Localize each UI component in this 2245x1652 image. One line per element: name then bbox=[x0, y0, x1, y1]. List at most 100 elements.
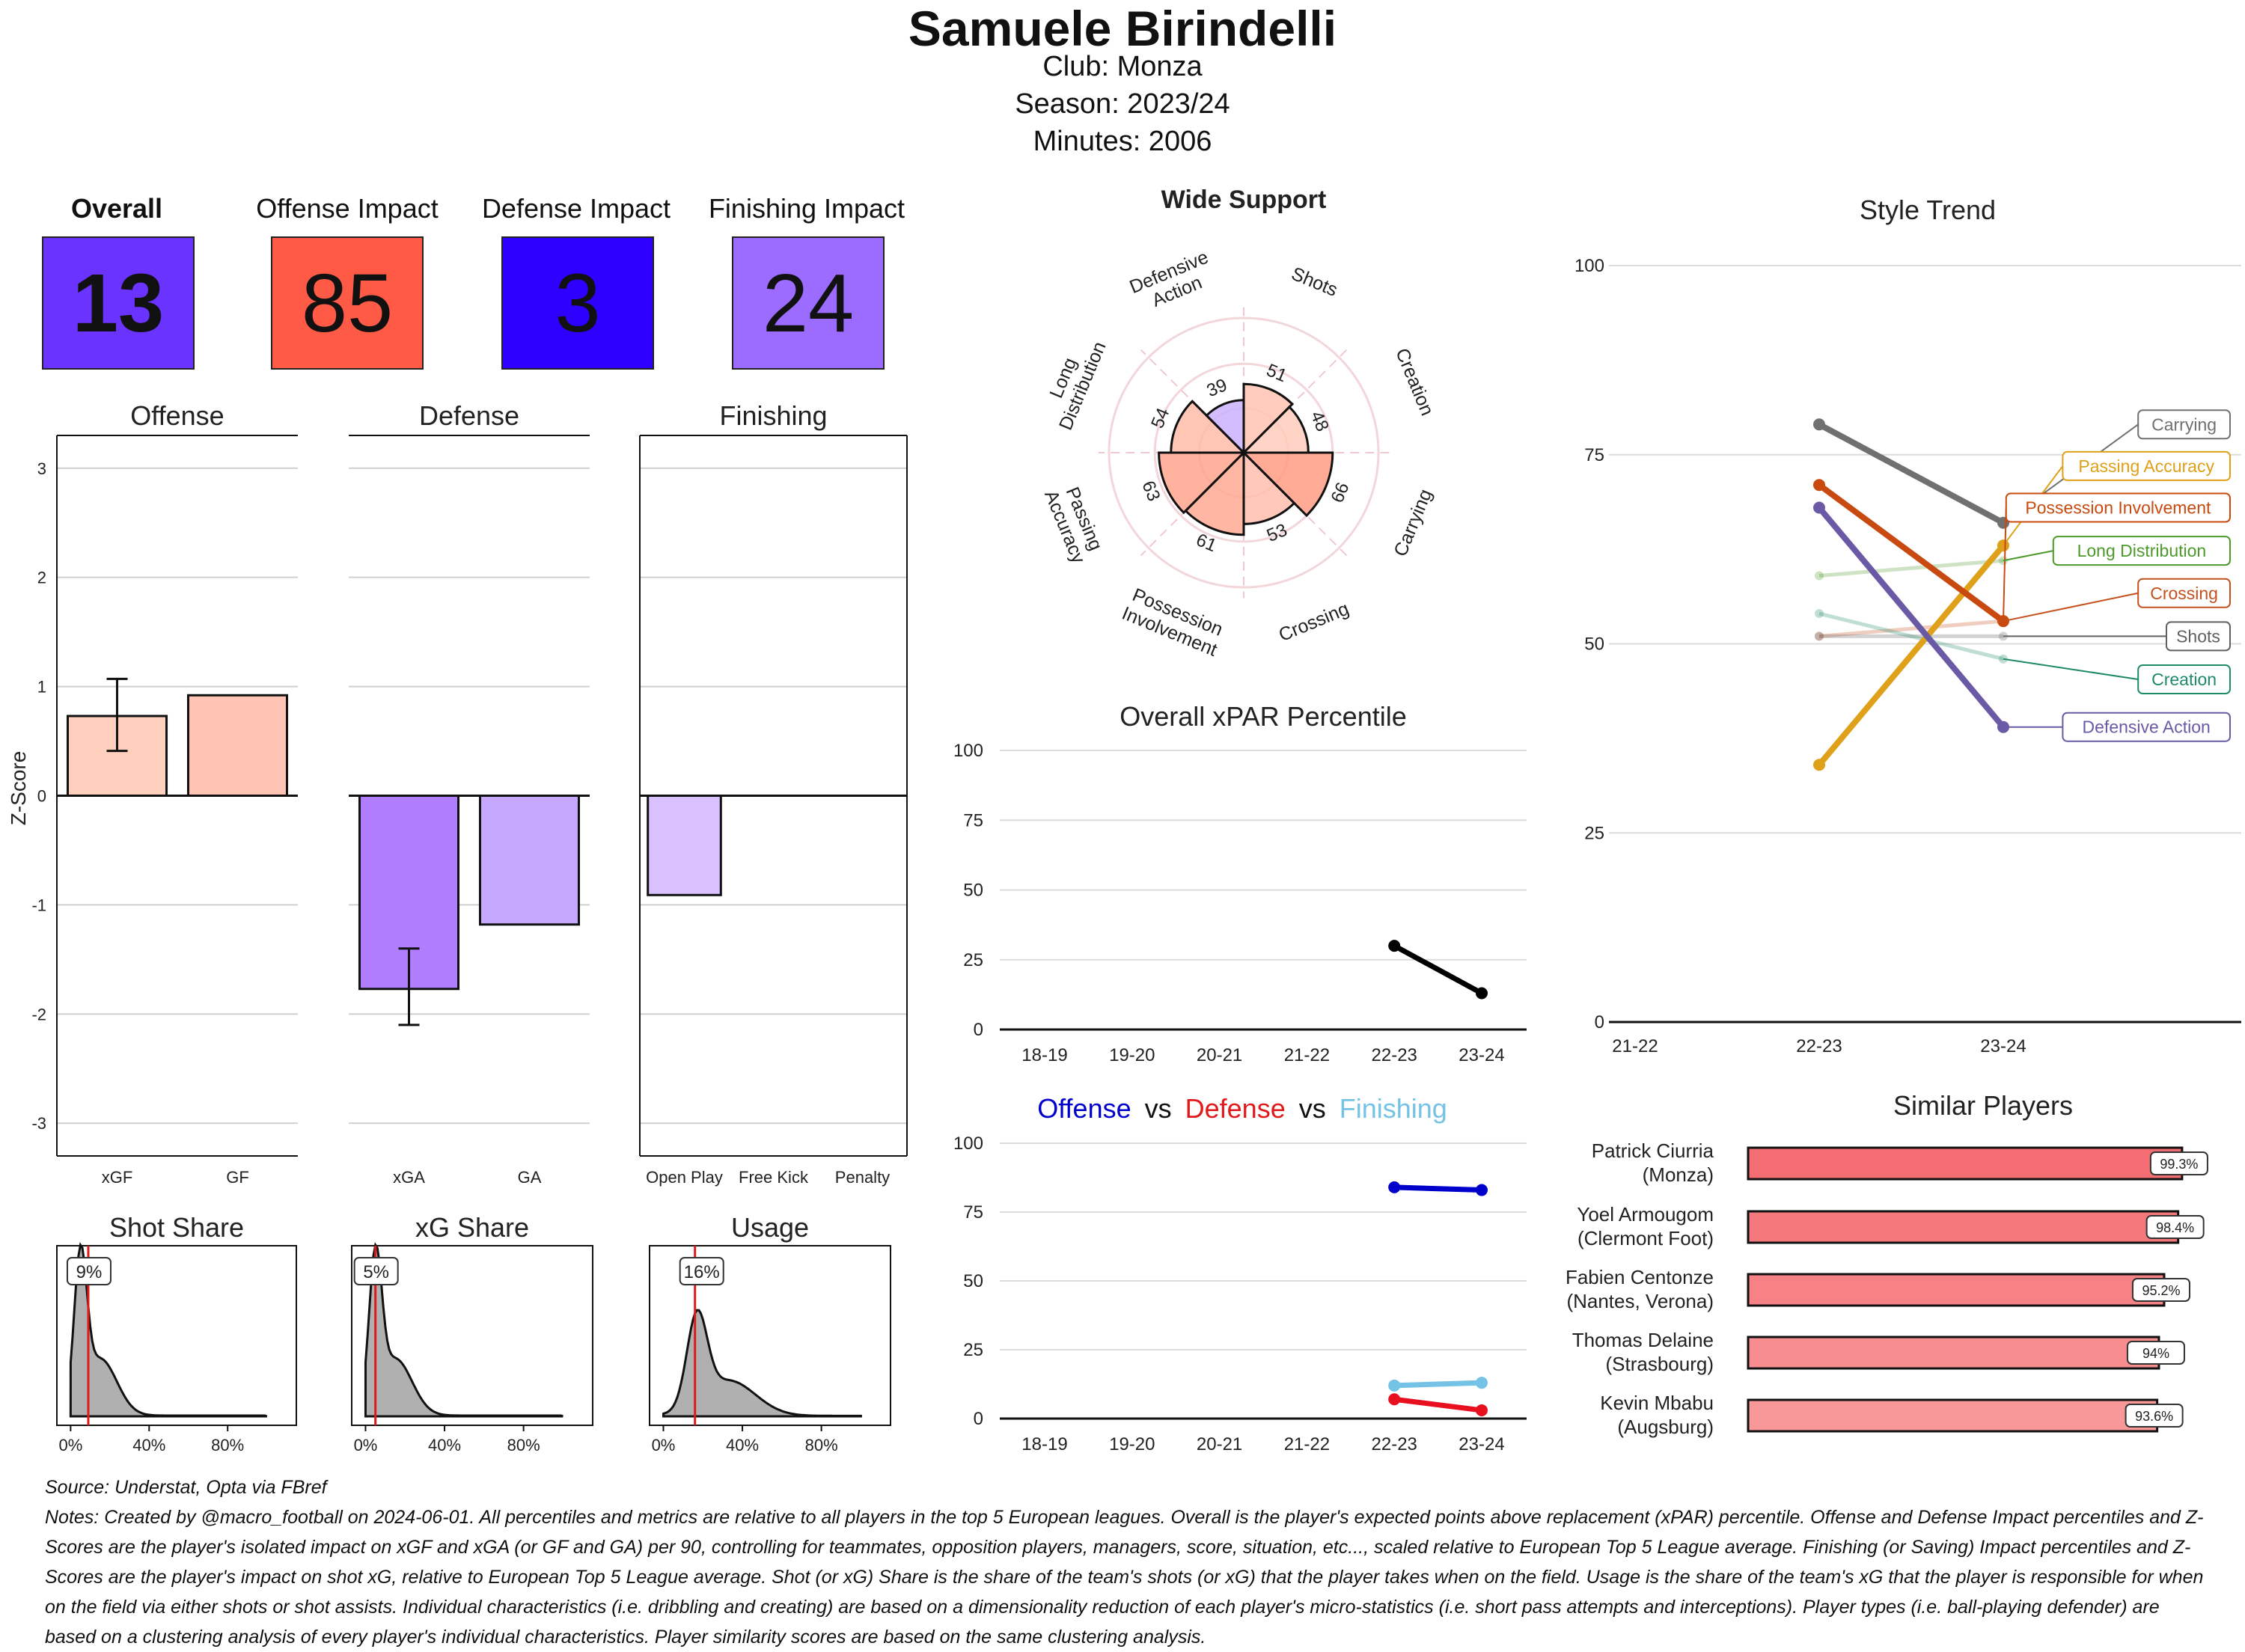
similar-value-label: 95.2% bbox=[2142, 1283, 2180, 1298]
score-box-offense: 85 bbox=[271, 236, 424, 370]
series-point bbox=[1476, 1404, 1488, 1416]
trend-label: Shots bbox=[2176, 626, 2220, 646]
share-x-tick: 40% bbox=[132, 1436, 165, 1454]
polar-value-label: 54 bbox=[1147, 405, 1173, 431]
share-label-box bbox=[679, 1257, 724, 1285]
polar-wedge bbox=[1205, 399, 1245, 456]
xpar-title: Overall xPAR Percentile bbox=[1120, 701, 1406, 732]
polar-wedge bbox=[1170, 400, 1247, 454]
zscore-y-tick: -2 bbox=[31, 1005, 46, 1024]
share-x-tick: 80% bbox=[805, 1436, 838, 1454]
style-trend-chart: Style Trend 0 25 50 75 100 21-22 22-23 23-24 Carr… bbox=[1574, 195, 2241, 1056]
ovdvf-title-part: vs bbox=[1299, 1093, 1326, 1124]
zscore-x-tick: xGF bbox=[102, 1168, 133, 1187]
y-tick: 75 bbox=[963, 1202, 983, 1223]
trend-line bbox=[1818, 611, 2004, 661]
x-tick: 20-21 bbox=[1197, 1045, 1242, 1065]
ovdvf-title: Offense vs Defense vs Finishing bbox=[1037, 1093, 1447, 1124]
zscore-y-tick: -3 bbox=[31, 1114, 46, 1133]
polar-category-label: PassingAccuracy bbox=[1040, 479, 1108, 566]
score-value-overall: 13 bbox=[72, 257, 165, 349]
zscore-y-tick: 1 bbox=[37, 678, 46, 697]
similar-player-name: Yoel Armougom bbox=[1577, 1203, 1714, 1226]
xpar-chart: 0 25 50 75 100 18-19 19-20 20-21 21-22 22-23 23-24… bbox=[953, 701, 1527, 1065]
trend-leader bbox=[2003, 550, 2053, 562]
share-x-tick: 40% bbox=[428, 1436, 461, 1454]
y-tick: 100 bbox=[953, 741, 983, 761]
similar-player-club: (Strasbourg) bbox=[1606, 1353, 1714, 1375]
share-label-box bbox=[353, 1257, 399, 1285]
share-x-tick: 0% bbox=[354, 1436, 378, 1454]
x-tick: 19-20 bbox=[1109, 1045, 1155, 1065]
share-label: 16% bbox=[684, 1262, 720, 1282]
zscore-bar bbox=[647, 795, 722, 896]
polar-wedge bbox=[1242, 450, 1296, 525]
share-x-tick: 0% bbox=[58, 1436, 82, 1454]
y-tick: 75 bbox=[1584, 445, 1604, 465]
series-point bbox=[1388, 940, 1401, 952]
polar-value-label: 39 bbox=[1204, 375, 1230, 401]
share-label: 9% bbox=[76, 1262, 103, 1282]
zscore-x-tick: xGA bbox=[393, 1168, 425, 1187]
polar-value-label: 66 bbox=[1327, 480, 1353, 506]
polar-spoke bbox=[1140, 349, 1348, 557]
y-tick: 0 bbox=[974, 1409, 983, 1429]
similar-value-label: 94% bbox=[2142, 1346, 2169, 1361]
y-tick: 0 bbox=[1595, 1012, 1604, 1032]
trend-point bbox=[1815, 571, 1824, 581]
share-density bbox=[364, 1242, 563, 1418]
similar-value-box bbox=[2145, 1215, 2205, 1239]
trend-label: Defensive Action bbox=[2083, 718, 2211, 737]
player-name: Samuele Birindelli bbox=[908, 1, 1337, 56]
x-tick: 19-20 bbox=[1109, 1434, 1155, 1454]
minutes-line: Minutes: 2006 bbox=[1033, 126, 1212, 157]
trend-point bbox=[1815, 631, 1824, 641]
series-line bbox=[1393, 1396, 1482, 1413]
similar-value-label: 98.4% bbox=[2156, 1220, 2194, 1235]
y-tick: 25 bbox=[1584, 823, 1604, 843]
trend-label: Passing Accuracy bbox=[2078, 456, 2214, 476]
score-title-offense: Offense Impact bbox=[256, 193, 439, 224]
ovdvf-chart: 0 25 50 75 100 18-19 19-20 20-21 21-22 22-23 23-24… bbox=[953, 1093, 1527, 1454]
zscore-panel-finishing: Finishing Open Play Free Kick Penalty bbox=[639, 400, 908, 1187]
share-label: 5% bbox=[363, 1262, 389, 1282]
similar-bar bbox=[1747, 1146, 2184, 1181]
polar-wedge bbox=[1242, 382, 1295, 456]
polar-value-label: 61 bbox=[1194, 530, 1220, 556]
share-panel-title: Usage bbox=[731, 1212, 809, 1243]
similar-player-club: (Clermont Foot) bbox=[1577, 1227, 1714, 1249]
similar-player-club: (Augsburg) bbox=[1617, 1416, 1714, 1438]
share-panel-xg-share: xG Share 5% 0% 40% 80% bbox=[351, 1212, 593, 1454]
similar-bar bbox=[1747, 1210, 2180, 1244]
zscore-panel-title: Finishing bbox=[719, 400, 827, 431]
share-density bbox=[69, 1242, 268, 1418]
series-point bbox=[1476, 987, 1488, 1000]
similar-value-box bbox=[2131, 1278, 2190, 1302]
zscore-y-label: Z-Score bbox=[7, 751, 30, 826]
trend-label: Long Distribution bbox=[2077, 541, 2207, 560]
series-line bbox=[1393, 943, 1483, 996]
source-note: Source: Understat, Opta via FBref bbox=[45, 1477, 327, 1498]
style-trend-title: Style Trend bbox=[1860, 195, 1996, 225]
trend-line bbox=[1818, 619, 2004, 638]
polar-wedge bbox=[1184, 450, 1245, 536]
trend-label: Crossing bbox=[2150, 584, 2218, 603]
polar-value-label: 53 bbox=[1264, 520, 1290, 546]
notes-text: Notes: Created by @macro_football on 202… bbox=[45, 1507, 2204, 1648]
trend-point bbox=[1815, 631, 1824, 641]
zscore-x-tick: Penalty bbox=[835, 1168, 890, 1187]
x-tick: 23-24 bbox=[1980, 1036, 2026, 1056]
trend-point bbox=[1813, 501, 1825, 514]
zscore-panel-title: Offense bbox=[130, 400, 224, 431]
score-value-defense: 3 bbox=[555, 257, 601, 349]
share-x-tick: 40% bbox=[726, 1436, 759, 1454]
zscore-x-tick: GA bbox=[518, 1168, 542, 1187]
score-title-defense: Defense Impact bbox=[481, 193, 671, 224]
polar-wedge bbox=[1241, 451, 1334, 518]
series-line bbox=[1394, 1184, 1482, 1193]
trend-point bbox=[1815, 609, 1824, 619]
polar-category-label: LongDistribution bbox=[1036, 331, 1111, 433]
series-point bbox=[1476, 1377, 1488, 1389]
y-tick: 0 bbox=[974, 1020, 983, 1040]
polar-category-label: Creation bbox=[1392, 345, 1438, 418]
